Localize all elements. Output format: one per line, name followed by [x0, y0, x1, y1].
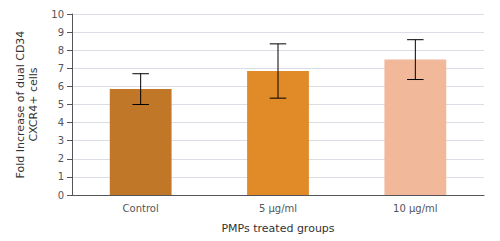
svg-text:8: 8	[58, 45, 64, 56]
svg-text:5: 5	[58, 99, 64, 110]
svg-text:3: 3	[58, 135, 64, 146]
svg-text:2: 2	[58, 153, 64, 164]
svg-text:10 μg/ml: 10 μg/ml	[393, 203, 438, 214]
svg-text:1: 1	[58, 171, 64, 182]
svg-text:10: 10	[51, 9, 64, 20]
svg-text:Fold Increase of dual CD34: Fold Increase of dual CD34	[14, 31, 27, 179]
svg-text:4: 4	[58, 117, 64, 128]
svg-text:PMPs treated groups: PMPs treated groups	[221, 222, 334, 235]
svg-text:5 μg/ml: 5 μg/ml	[259, 203, 297, 214]
svg-text:9: 9	[58, 27, 64, 38]
svg-text:6: 6	[58, 81, 64, 92]
svg-text:7: 7	[58, 63, 64, 74]
svg-text:CXCR4+ cells: CXCR4+ cells	[27, 67, 40, 141]
svg-text:Control: Control	[123, 203, 159, 214]
svg-text:0: 0	[58, 190, 64, 201]
